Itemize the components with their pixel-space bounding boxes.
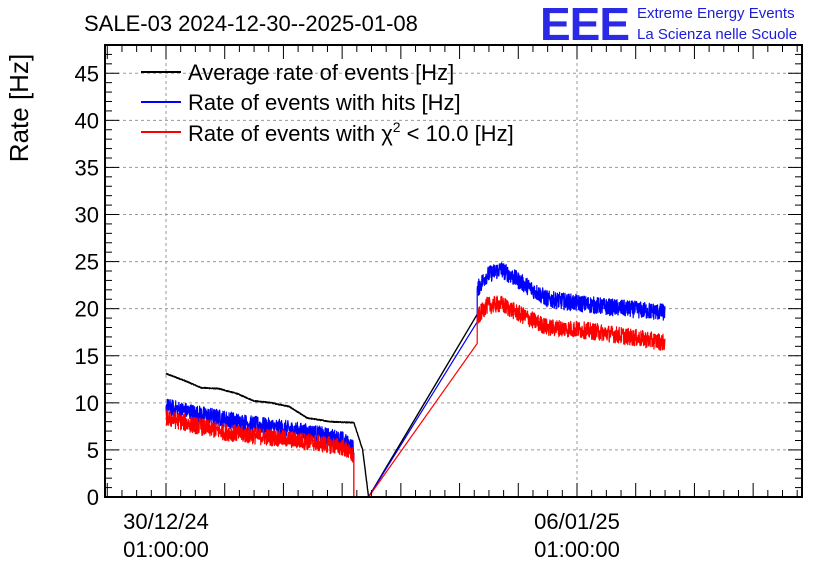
- data-series: [165, 262, 666, 498]
- series-line-3: [165, 295, 666, 498]
- y-tick-label: 30: [75, 203, 99, 228]
- logo-line-2: La Scienza nelle Scuole: [637, 26, 797, 43]
- legend: Average rate of events [Hz] Rate of even…: [141, 60, 514, 146]
- logo-letters: EEE: [540, 0, 629, 50]
- tick-labels: 0 5 10 15 20 25 30 35 40 45 30/12/24 01:00:00 06/01/…: [75, 61, 620, 562]
- x-tick-label-date: 06/01/25: [534, 509, 620, 534]
- y-tick-label: 45: [75, 61, 99, 86]
- series-line-2: [165, 262, 666, 498]
- legend-label-chi2-sup: 2: [393, 119, 401, 135]
- legend-label-chi2-prefix: Rate of events with χ: [188, 121, 393, 146]
- grid: [105, 45, 802, 497]
- y-tick-label: 25: [75, 250, 99, 275]
- y-tick-label: 10: [75, 391, 99, 416]
- y-tick-label: 15: [75, 344, 99, 369]
- legend-label-hits: Rate of events with hits [Hz]: [188, 90, 461, 115]
- legend-label-chi2: Rate of events with χ2 < 10.0 [Hz]: [188, 119, 514, 146]
- y-axis-title: Rate [Hz]: [4, 54, 34, 162]
- eee-logo: EEE Extreme Energy Events La Scienza nel…: [540, 0, 797, 50]
- y-tick-label: 5: [87, 438, 99, 463]
- y-tick-label: 20: [75, 297, 99, 322]
- legend-label-chi2-suffix: < 10.0 [Hz]: [401, 121, 514, 146]
- x-tick-label-time: 01:00:00: [534, 537, 620, 562]
- x-tick-label-time: 01:00:00: [123, 537, 209, 562]
- y-tick-label: 40: [75, 108, 99, 133]
- series-line-1: [165, 313, 481, 498]
- chart-title: SALE-03 2024-12-30--2025-01-08: [84, 11, 418, 36]
- y-tick-label: 35: [75, 155, 99, 180]
- x-tick-label-date: 30/12/24: [123, 509, 209, 534]
- axes: [104, 44, 803, 498]
- logo-line-1: Extreme Energy Events: [637, 5, 795, 22]
- legend-label-average: Average rate of events [Hz]: [188, 60, 454, 85]
- y-tick-label: 0: [87, 485, 99, 510]
